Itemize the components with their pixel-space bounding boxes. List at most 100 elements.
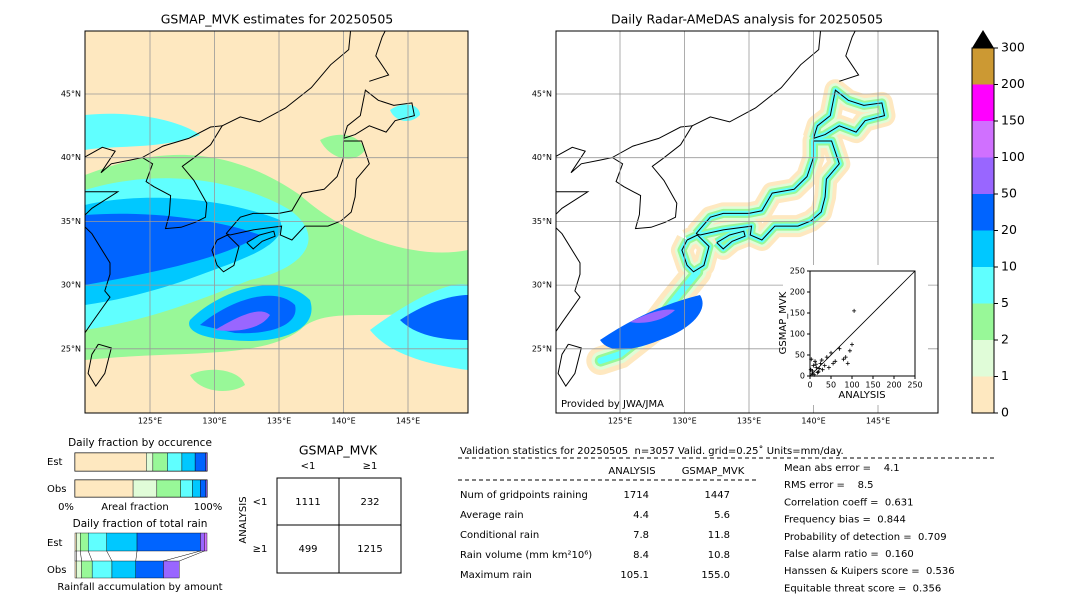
column-header: GSMAP_MVK	[682, 466, 745, 477]
scatter-point	[817, 366, 822, 371]
credit: Provided by JWA/JMA	[561, 399, 664, 410]
coastline	[211, 234, 240, 273]
stat-value: 155.0	[701, 570, 730, 581]
stat-value: 11.8	[708, 530, 730, 541]
occurrence-tick: 100%	[194, 502, 223, 513]
fraction-segment	[74, 479, 134, 498]
validation-header: Validation statistics for 20250505 n=305…	[460, 445, 844, 457]
scatter-point	[814, 365, 819, 370]
lat-label: 30°N	[61, 281, 81, 290]
colorbar-label: 50	[1001, 186, 1017, 201]
right-map	[556, 31, 938, 413]
lat-label: 45°N	[61, 90, 81, 99]
connector	[87, 550, 93, 562]
scatter-point	[816, 369, 821, 374]
scatter-point	[811, 363, 816, 368]
colorbar-segment	[972, 340, 994, 377]
inset-xlabel: ANALYSIS	[838, 390, 885, 401]
colorbar-over	[972, 30, 994, 48]
score: Frequency bias = 0.844	[784, 515, 906, 526]
scatter-point	[850, 342, 854, 347]
left-map-title: GSMAP_MVK estimates for 20250505	[161, 12, 394, 27]
lon-label: 125°E	[608, 417, 632, 426]
right-map-frame	[555, 30, 939, 414]
row-label: Est	[47, 457, 63, 468]
colorbar-segment	[972, 230, 994, 267]
x-tick-label: 250	[907, 381, 922, 390]
stat-value: 105.1	[620, 570, 649, 581]
colorbar-label: 1	[1001, 368, 1009, 383]
occurrence-xlabel: Areal fraction	[101, 502, 168, 513]
scatter-point	[843, 355, 848, 360]
y-tick-label: 250	[790, 267, 805, 276]
row-label: ≥1	[253, 544, 268, 555]
score: Mean abs error = 4.1	[784, 463, 900, 474]
scatter-point	[820, 367, 825, 372]
fraction-segment	[205, 452, 208, 472]
stat-label: Num of gridpoints raining	[460, 490, 588, 501]
occurrence-title: Daily fraction by occurence	[68, 437, 212, 449]
colorbar-label: 100	[1001, 149, 1025, 164]
stat-label: Average rain	[460, 510, 524, 521]
colorbar-label: 10	[1001, 259, 1017, 274]
connector	[179, 550, 205, 562]
total-rain-xlabel: Rainfall accumulation by amount	[57, 582, 222, 593]
fraction-segment	[76, 560, 82, 579]
fraction-segment	[136, 532, 201, 552]
connector	[80, 550, 82, 562]
contingency-title: GSMAP_MVK	[299, 443, 378, 458]
x-tick-label: 150	[865, 381, 880, 390]
colorbar-segment	[972, 303, 994, 340]
stat-value: 7.8	[633, 530, 649, 541]
stat-label: Rain volume (mm km²10⁶)	[460, 550, 592, 561]
fraction-segment	[200, 479, 206, 498]
fraction-segment	[181, 452, 196, 472]
lat-label: 25°N	[61, 344, 81, 353]
lon-label: 140°E	[331, 417, 355, 426]
lon-label: 135°E	[737, 417, 761, 426]
coastline	[557, 343, 582, 388]
x-tick-label: 100	[844, 381, 859, 390]
x-tick-label: 0	[807, 381, 812, 390]
cell: 232	[360, 497, 379, 508]
fraction-segment	[74, 452, 147, 472]
scatter-point	[815, 370, 820, 375]
lon-label: 135°E	[267, 417, 291, 426]
stat-value: 10.8	[708, 550, 730, 561]
colorbar-segment	[972, 157, 994, 194]
lat-label: 45°N	[532, 90, 552, 99]
lat-label: 25°N	[532, 344, 552, 353]
scatter-point	[812, 372, 817, 377]
fraction-segment	[80, 532, 89, 552]
colorbar-label: 2	[1001, 332, 1009, 347]
coastline	[681, 234, 710, 273]
colorbar-segment	[972, 194, 994, 231]
fraction-segment	[156, 479, 181, 498]
fraction-segment	[152, 452, 168, 472]
row-label: Est	[47, 538, 63, 549]
colorbar-segment	[972, 267, 994, 304]
fraction-segment	[81, 560, 93, 579]
row-label: Obs	[47, 565, 66, 576]
coastline	[691, 31, 822, 127]
fraction-segment	[204, 532, 208, 552]
scatter-point	[829, 350, 833, 355]
inset-ylabel: GSMAP_MVK	[778, 291, 789, 354]
row-label: Obs	[47, 484, 66, 495]
colorbar-label: 5	[1001, 295, 1009, 310]
stat-label: Conditional rain	[460, 530, 539, 541]
scatter-point	[818, 361, 823, 366]
scatter-point	[841, 357, 846, 362]
coastline	[612, 125, 694, 230]
lon-label: 145°E	[866, 417, 890, 426]
scatter-point	[809, 357, 814, 362]
fraction-segment	[76, 532, 81, 552]
lon-label: 125°E	[138, 417, 162, 426]
occurrence-tick: 0%	[58, 502, 74, 513]
fraction-segment	[132, 479, 158, 498]
colorbar-label: 20	[1001, 222, 1017, 237]
scatter-point	[833, 359, 838, 364]
coastline	[556, 146, 613, 174]
left-map	[85, 31, 468, 413]
scatter-point	[847, 348, 852, 353]
